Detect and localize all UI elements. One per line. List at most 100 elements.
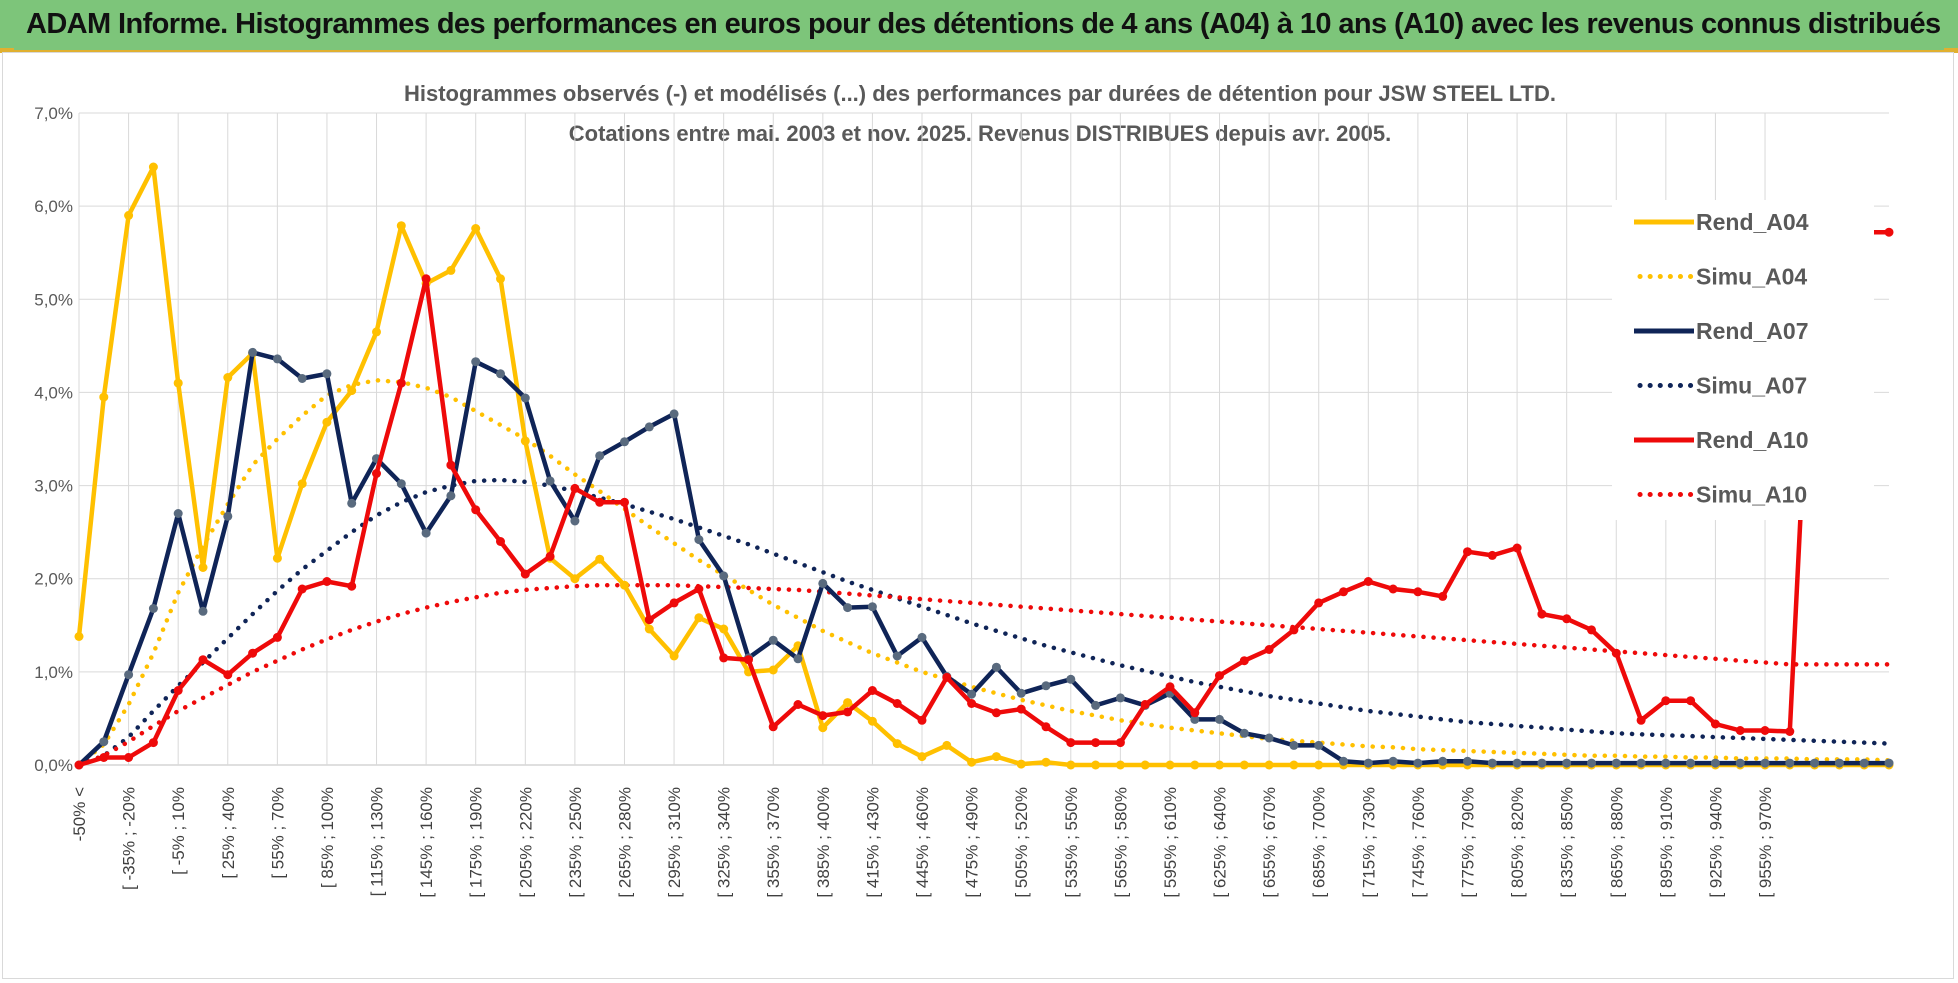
y-tick-label: 3,0% [34, 477, 73, 496]
series-rend-a10-point [1041, 722, 1051, 732]
series-rend-a10-point [198, 655, 208, 665]
series-rend-a07-point [1587, 758, 1596, 768]
series-rend-a07-point [124, 670, 134, 680]
series-rend-a10-point [248, 648, 258, 658]
series-rend-a10-point [1562, 614, 1572, 624]
chart-title: Histogrammes observés (-) et modélisés (… [404, 81, 1556, 106]
y-axis: 0,0% 1,0% 2,0% 3,0% 4,0% 5,0% 6,0% 7,0% [34, 104, 73, 775]
series-rend-a10-point [917, 715, 927, 725]
series-simu-a10-line [76, 582, 1892, 768]
corner-mark-top-left [0, 48, 14, 53]
series-rend-a04-point [719, 624, 729, 634]
series-rend-a07-point [1413, 758, 1423, 768]
series-rend-a07-point [322, 369, 332, 379]
page-title: ADAM Informe. Histogrammes des performan… [26, 8, 1941, 40]
series-rend-a07-point [644, 422, 654, 432]
series-rend-a07-point [272, 354, 282, 364]
series-rend-a10-line [76, 229, 1892, 768]
series-rend-a04-point [396, 221, 406, 231]
series-simu-a07-line [76, 477, 1892, 768]
series-rend-a07-point [1562, 758, 1572, 768]
series-rend-a10-point [1190, 708, 1200, 718]
series-rend-a10-point [1091, 738, 1101, 748]
series-rend-a04-point [1066, 760, 1076, 770]
series-rend-a10-point [1413, 587, 1423, 597]
series-rend-a04-point [818, 723, 828, 733]
series-simu-a04-line [76, 378, 1892, 768]
series-rend-a10-point [1611, 648, 1621, 658]
series-rend-a07-point [867, 602, 877, 612]
x-tick-label: [ 595% ; 610% [1161, 787, 1180, 898]
series-rend-a07-point [347, 498, 357, 508]
y-tick-label: 0,0% [34, 756, 73, 775]
series-rend-a10-point [347, 581, 357, 591]
series-rend-a07-point [1115, 693, 1125, 703]
series-rend-a04-point [198, 563, 208, 572]
y-tick-label: 1,0% [34, 663, 73, 682]
series-rend-a07-point [1785, 758, 1795, 768]
series-rend-a07-point [1215, 714, 1224, 724]
series-rend-a10-point [99, 753, 109, 762]
series-rend-a07-point [1289, 740, 1299, 750]
series-rend-a07-point [1041, 681, 1051, 691]
series-rend-a10-point [942, 672, 952, 682]
series-rend-a10-point [471, 505, 481, 515]
series-rend-a04-point [768, 665, 778, 675]
series-rend-a04-point [1264, 760, 1274, 770]
series-rend-a10-point [372, 469, 381, 478]
series-rend-a10-point [620, 497, 629, 507]
series-rend-a04-point [1091, 760, 1101, 770]
series-rend-a04-point [644, 624, 654, 634]
series-rend-a07-point [173, 509, 183, 518]
series-rend-a04-point [1140, 760, 1150, 770]
x-tick-label: [ 925% ; 940% [1706, 787, 1725, 898]
legend-label-simu-a07: Simu_A07 [1696, 373, 1807, 399]
series-rend-a10-point [1115, 738, 1125, 748]
series-rend-a04-point [620, 580, 629, 590]
x-tick-label: -50% < [70, 787, 89, 841]
x-tick-label: [ 625% ; 640% [1211, 787, 1230, 898]
series-rend-a07-point [148, 604, 158, 613]
series-rend-a10-point [768, 722, 778, 732]
x-tick-label: [ 475% ; 490% [963, 787, 982, 898]
series-rend-a10-point [570, 483, 580, 493]
x-tick-label: [ 355% ; 370% [764, 787, 783, 898]
series-rend-a07-point [545, 476, 555, 486]
grid-layer [78, 112, 1889, 766]
series-rend-a07-point [1091, 700, 1101, 710]
series-rend-a07-point [620, 437, 629, 447]
series-rend-a04-point [892, 739, 902, 749]
series-rend-a07-point [1710, 758, 1720, 768]
series-rend-a04-point [595, 554, 605, 564]
x-tick-label: [ 865% ; 880% [1607, 787, 1626, 898]
chart-frame [2, 52, 1954, 979]
series-rend-a07-point [768, 635, 778, 645]
x-tick-label: [ 745% ; 760% [1409, 787, 1428, 898]
series-rend-a07-point [669, 409, 679, 419]
series-rend-a10-point [1587, 625, 1596, 635]
y-tick-label: 7,0% [34, 104, 73, 123]
series-rend-a10-point [793, 700, 803, 709]
series-rend-a10-point [1537, 609, 1547, 619]
series-rend-a07-point [991, 662, 1001, 672]
x-tick-label: [ 835% ; 850% [1558, 787, 1577, 898]
series-rend-a04-point [669, 651, 679, 661]
series-rend-a07-point [396, 479, 406, 489]
series-rend-a10-point [744, 655, 753, 665]
y-tick-label: 2,0% [34, 570, 73, 589]
series-rend-a07-point [818, 578, 828, 588]
series-rend-a04-point [272, 553, 282, 563]
series-rend-a07-point [570, 516, 580, 526]
series-rend-a04-point [297, 479, 307, 489]
series-rend-a07-point [1314, 740, 1324, 750]
x-tick-label: [ 895% ; 910% [1657, 787, 1676, 898]
series-rend-a10-point [322, 577, 332, 586]
x-tick-label: [ 565% ; 580% [1111, 787, 1130, 898]
series-rend-a07-point [198, 606, 208, 616]
series-rend-a04-point [223, 373, 233, 382]
series-rend-a07-point [1438, 756, 1448, 766]
series-rend-a10-point [818, 711, 828, 721]
series-rend-a04-point [867, 716, 877, 726]
series-rend-a10-point [1289, 625, 1299, 635]
series-rend-a10-point [520, 569, 530, 579]
